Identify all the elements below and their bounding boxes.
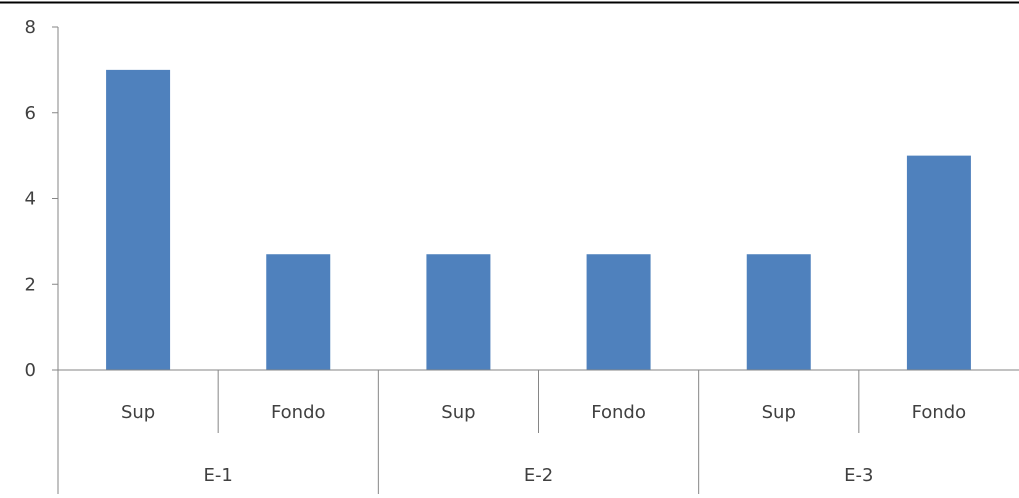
bar bbox=[266, 254, 331, 370]
y-tick-label: 4 bbox=[25, 189, 36, 210]
x-group-label: E-2 bbox=[524, 465, 553, 486]
y-axis: 0 2 4 6 8 bbox=[25, 17, 59, 381]
bar bbox=[906, 155, 971, 370]
x-group-label: E-1 bbox=[204, 465, 233, 486]
y-tick-label: 0 bbox=[25, 360, 36, 381]
y-tick-label: 6 bbox=[25, 103, 36, 124]
y-tick-label: 2 bbox=[25, 274, 36, 295]
bar bbox=[106, 69, 171, 370]
bars bbox=[106, 69, 971, 370]
x-category-label: Sup bbox=[762, 402, 796, 423]
x-category-label: Fondo bbox=[912, 402, 967, 423]
bar bbox=[586, 254, 651, 370]
x-category-label: Fondo bbox=[591, 402, 646, 423]
x-category-label: Sup bbox=[441, 402, 475, 423]
bar bbox=[426, 254, 491, 370]
bar bbox=[746, 254, 811, 370]
x-group-label: E-3 bbox=[844, 465, 873, 486]
y-tick-label: 8 bbox=[25, 17, 36, 38]
x-category-label: Sup bbox=[121, 402, 155, 423]
x-axis: Sup Fondo Sup Fondo Sup Fondo E-1 E-2 E-3 bbox=[57, 369, 1019, 494]
x-category-label: Fondo bbox=[271, 402, 326, 423]
